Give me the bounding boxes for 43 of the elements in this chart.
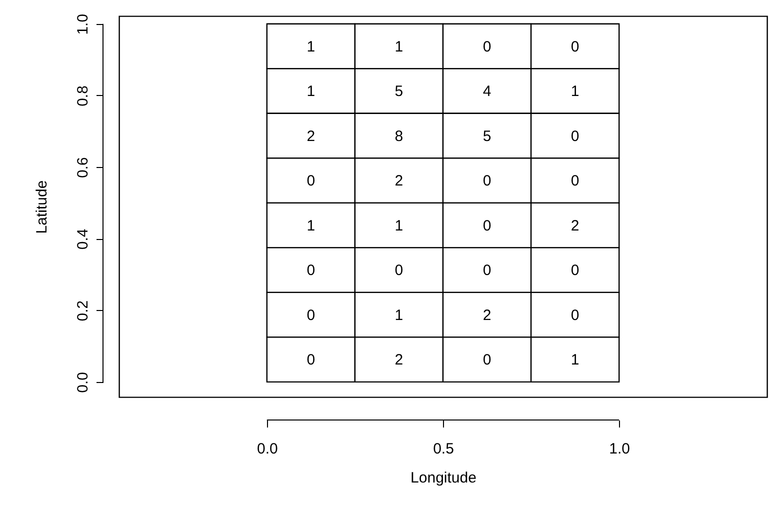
y-axis-title: Latitude: [34, 180, 50, 234]
data-label: 0: [482, 352, 492, 369]
data-label: 1: [570, 352, 580, 369]
data-label: 0: [570, 262, 580, 280]
data-label: 1: [394, 306, 404, 324]
data-label: 0: [306, 306, 316, 324]
data-label: 1: [394, 217, 404, 234]
x-tick-label: 0.5: [433, 440, 454, 458]
data-label: 0: [570, 38, 580, 56]
y-tick-label: 1.0: [74, 14, 92, 35]
data-label: 1: [306, 38, 316, 56]
data-label: 2: [482, 306, 492, 324]
y-tick-label: 0.6: [74, 157, 92, 178]
data-label: 0: [570, 306, 580, 324]
data-label: 0: [570, 172, 580, 190]
x-tick-label: 0.0: [256, 440, 278, 458]
data-label: 0: [306, 352, 316, 369]
data-label: 0: [482, 217, 492, 234]
data-label: 8: [394, 128, 404, 145]
data-label: 2: [394, 172, 404, 190]
data-label: 0: [482, 262, 492, 280]
data-label: 1: [306, 83, 316, 100]
y-tick-label: 0.2: [74, 300, 92, 322]
data-label: 1: [306, 217, 316, 234]
y-tick-label: 0.8: [74, 86, 92, 106]
data-label: 5: [482, 128, 492, 145]
data-label: 1: [570, 83, 580, 100]
data-label: 0: [394, 262, 404, 280]
data-label: 2: [394, 352, 404, 369]
data-label: 1: [394, 38, 404, 56]
data-label: 4: [482, 83, 492, 100]
x-axis-title: Longitude: [410, 470, 476, 486]
data-label: 0: [570, 128, 580, 145]
data-label: 0: [306, 172, 316, 190]
data-label: 0: [306, 262, 316, 280]
data-label: 5: [394, 83, 404, 100]
y-tick-label: 0.0: [74, 372, 92, 393]
x-tick-label: 1.0: [609, 440, 630, 458]
data-label: 0: [482, 172, 492, 190]
data-label: 2: [570, 217, 580, 234]
data-label: 0: [482, 38, 492, 56]
data-label: 2: [306, 128, 316, 145]
y-tick-label: 0.4: [74, 228, 92, 250]
